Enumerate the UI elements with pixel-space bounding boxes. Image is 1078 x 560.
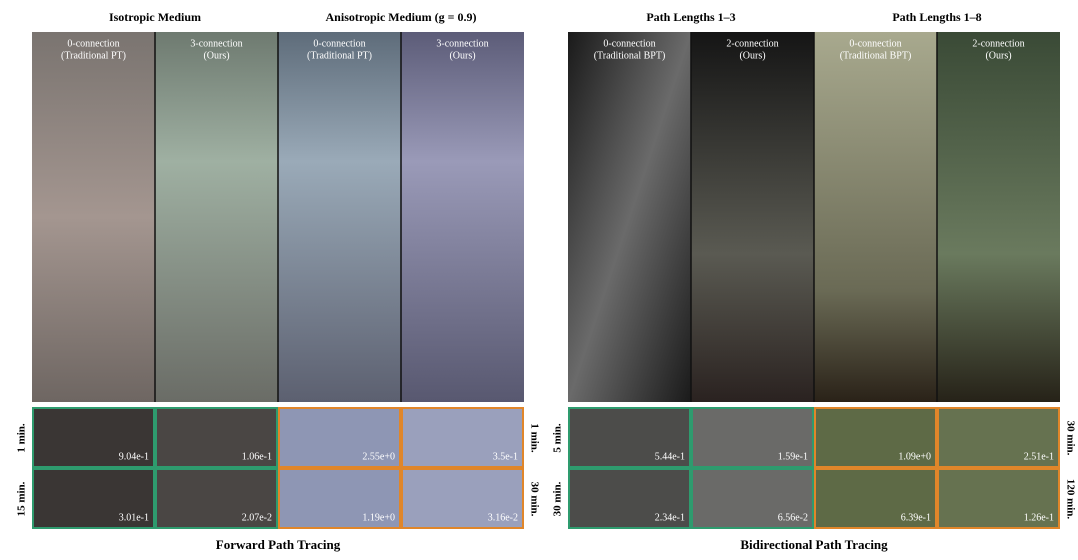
column-label: 2-connection [972,38,1024,49]
column-label: (Traditional PT) [61,50,126,61]
error-value: 5.44e-1 [655,451,685,462]
time-label: 120 min. [1064,479,1076,520]
column-label: 0-connection [313,38,365,49]
error-value: 6.56e-2 [778,512,808,523]
render-column [937,32,1060,402]
error-value: 1.06e-1 [242,451,272,462]
column-label: (Traditional BPT) [840,50,912,61]
time-label: 1 min. [528,423,540,453]
time-label: 30 min. [528,482,540,517]
error-value: 2.34e-1 [655,512,685,523]
render-column [155,32,278,402]
render-column [32,32,155,402]
column-label: (Ours) [203,50,229,61]
panel-header: Path Lengths 1–8 [892,10,981,24]
render-column [278,32,401,402]
error-value: 1.19e+0 [362,512,395,523]
error-value: 6.39e-1 [901,512,931,523]
panel-caption: Bidirectional Path Tracing [740,537,888,552]
error-value: 1.26e-1 [1024,512,1054,523]
column-label: (Traditional PT) [307,50,372,61]
time-label: 1 min. [16,423,28,453]
column-label: 3-connection [190,38,242,49]
figure: Isotropic Medium Anisotropic Medium (g = … [0,0,1078,555]
error-value: 1.59e-1 [778,451,808,462]
panel-header: Anisotropic Medium (g = 0.9) [326,10,477,24]
error-value: 9.04e-1 [119,451,149,462]
column-label: 0-connection [849,38,901,49]
error-value: 1.09e+0 [898,451,931,462]
column-label: (Ours) [449,50,475,61]
render-column [814,32,937,402]
error-value: 3.01e-1 [119,512,149,523]
column-label: (Ours) [739,50,765,61]
panel-header: Path Lengths 1–3 [646,10,735,24]
column-label: (Ours) [985,50,1011,61]
panel-caption: Forward Path Tracing [216,537,341,552]
error-value: 2.51e-1 [1024,451,1054,462]
error-value: 2.55e+0 [362,451,395,462]
render-column [568,32,691,402]
error-value: 3.16e-2 [488,512,518,523]
panel-header: Isotropic Medium [109,10,201,24]
error-value: 3.5e-1 [493,451,518,462]
error-value: 2.07e-2 [242,512,272,523]
time-label: 5 min. [552,423,564,453]
column-label: 3-connection [436,38,488,49]
column-label: 0-connection [67,38,119,49]
time-label: 30 min. [552,481,564,516]
render-column [401,32,524,402]
time-label: 30 min. [1064,421,1076,456]
render-column [691,32,814,402]
column-label: (Traditional BPT) [594,50,666,61]
column-label: 2-connection [726,38,778,49]
column-label: 0-connection [603,38,655,49]
time-label: 15 min. [16,481,28,516]
